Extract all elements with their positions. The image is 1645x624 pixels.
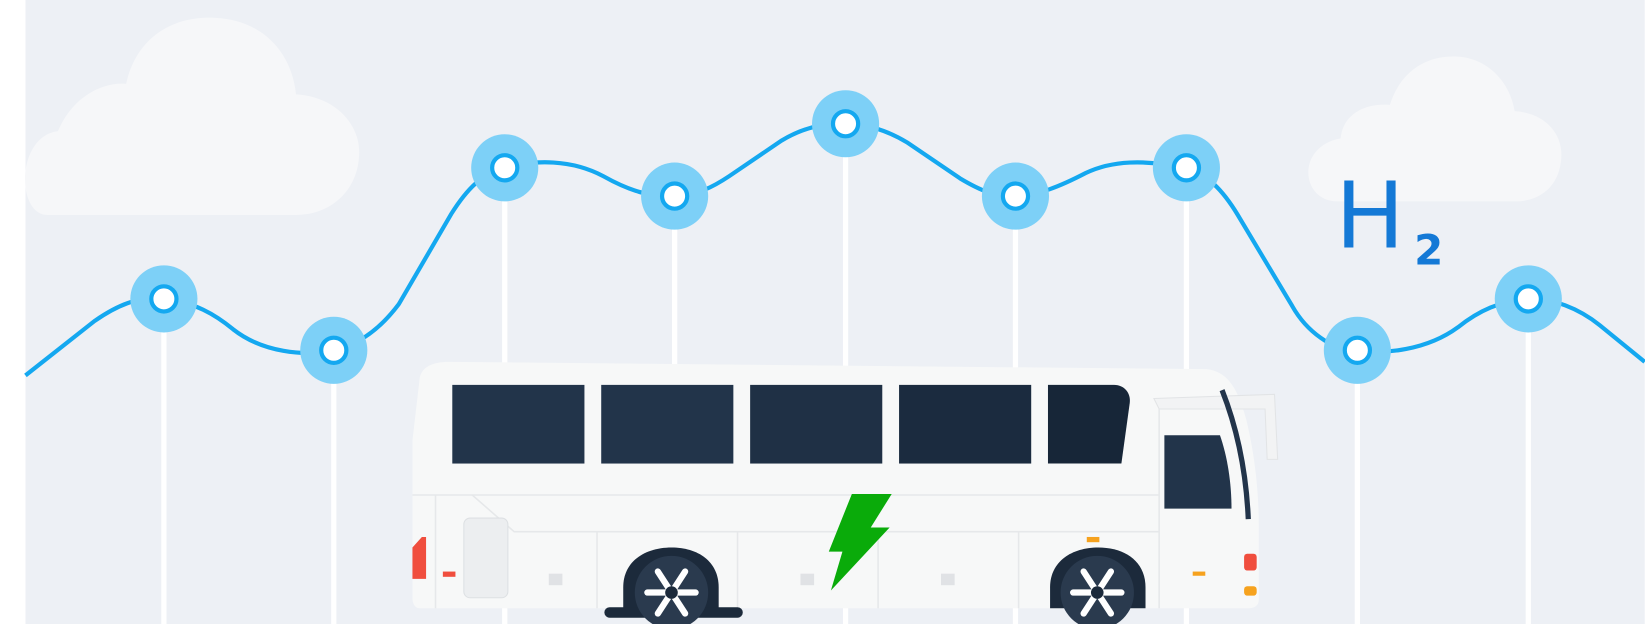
node	[812, 90, 880, 158]
node	[300, 316, 368, 384]
logo-subscript: 2	[1414, 225, 1443, 274]
node	[1323, 316, 1391, 384]
logo-symbol: H	[1335, 162, 1404, 270]
bus	[412, 361, 1279, 624]
node	[471, 134, 539, 202]
nodes	[130, 90, 1562, 384]
body-line	[471, 494, 1160, 533]
cloud	[25, 17, 360, 215]
wheel	[604, 547, 743, 624]
cloud	[1308, 56, 1562, 202]
window	[601, 384, 734, 464]
electric-bolt	[828, 493, 892, 591]
side-light	[1192, 571, 1206, 576]
handles	[548, 573, 955, 586]
head-light	[1244, 553, 1257, 571]
panel-lines	[434, 409, 1160, 609]
windshield	[1164, 435, 1232, 509]
vent	[463, 517, 509, 599]
side-light	[442, 571, 456, 577]
node	[981, 162, 1050, 230]
window	[1047, 384, 1130, 464]
tail-light	[412, 536, 427, 579]
side-light	[1086, 536, 1100, 543]
node	[130, 265, 198, 333]
wheel	[1050, 547, 1146, 624]
node	[641, 162, 709, 230]
door-edge	[1219, 389, 1251, 520]
node	[1494, 265, 1562, 333]
h2-logo: H 2	[1335, 162, 1443, 275]
node	[1152, 134, 1220, 202]
window	[899, 384, 1032, 464]
window	[452, 384, 585, 464]
window	[750, 384, 883, 464]
head-light	[1244, 586, 1257, 596]
